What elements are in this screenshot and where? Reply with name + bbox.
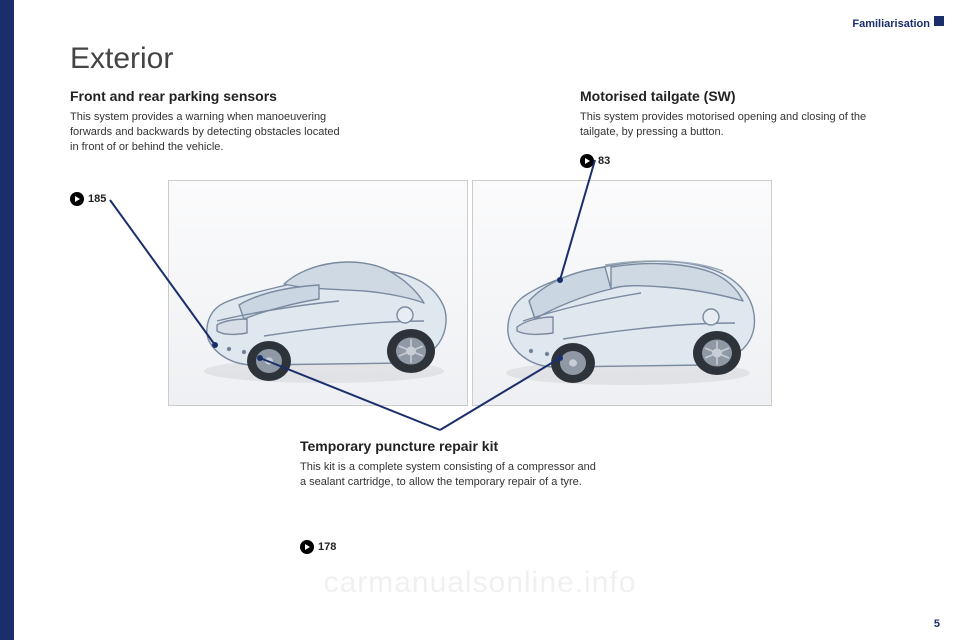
pageref-puncture-kit: 178 <box>300 540 336 554</box>
page-number: 5 <box>934 618 940 630</box>
arrow-icon <box>70 192 84 206</box>
section-label: Familiarisation <box>852 18 930 30</box>
section-puncture-kit: Temporary puncture repair kit This kit i… <box>300 438 600 490</box>
heading-parking-sensors: Front and rear parking sensors <box>70 88 350 104</box>
illustration-sedan <box>168 180 468 406</box>
arrow-icon <box>580 154 594 168</box>
illustration-wagon <box>472 180 772 406</box>
arrow-icon <box>300 540 314 554</box>
heading-puncture-kit: Temporary puncture repair kit <box>300 438 600 454</box>
corner-square <box>934 16 944 26</box>
section-tailgate: Motorised tailgate (SW) This system prov… <box>580 88 880 140</box>
pageref-value: 185 <box>88 193 106 205</box>
pageref-value: 178 <box>318 541 336 553</box>
heading-tailgate: Motorised tailgate (SW) <box>580 88 880 104</box>
pageref-tailgate: 83 <box>580 154 610 168</box>
pageref-parking-sensors: 185 <box>70 192 106 206</box>
body-puncture-kit: This kit is a complete system consisting… <box>300 460 600 490</box>
section-parking-sensors: Front and rear parking sensors This syst… <box>70 88 350 155</box>
pageref-value: 83 <box>598 155 610 167</box>
page-title: Exterior <box>70 42 173 76</box>
left-accent-bar <box>0 0 14 640</box>
body-tailgate: This system provides motorised opening a… <box>580 110 880 140</box>
body-parking-sensors: This system provides a warning when mano… <box>70 110 350 155</box>
watermark: carmanualsonline.info <box>0 566 960 600</box>
